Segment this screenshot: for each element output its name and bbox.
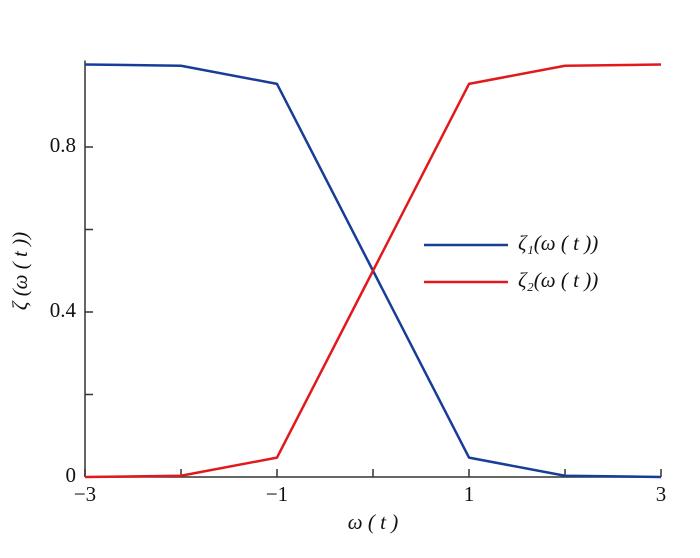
x-tick-label: −1 (266, 482, 288, 506)
x-tick-label: 3 (656, 482, 667, 506)
y-axis-label: ζ (ω ( t )) (8, 232, 32, 310)
legend-label: ζ₂(ω ( t )) (518, 268, 598, 292)
x-axis-label: ω ( t ) (348, 510, 398, 534)
x-tick-label: 1 (464, 482, 475, 506)
y-tick-label: 0.8 (50, 133, 76, 157)
y-tick-label: 0.4 (50, 298, 77, 322)
x-tick-label: −3 (74, 482, 96, 506)
y-tick-label: 0 (66, 463, 77, 487)
line-series (84, 63, 662, 479)
legend-label: ζ₁(ω ( t )) (518, 231, 598, 255)
